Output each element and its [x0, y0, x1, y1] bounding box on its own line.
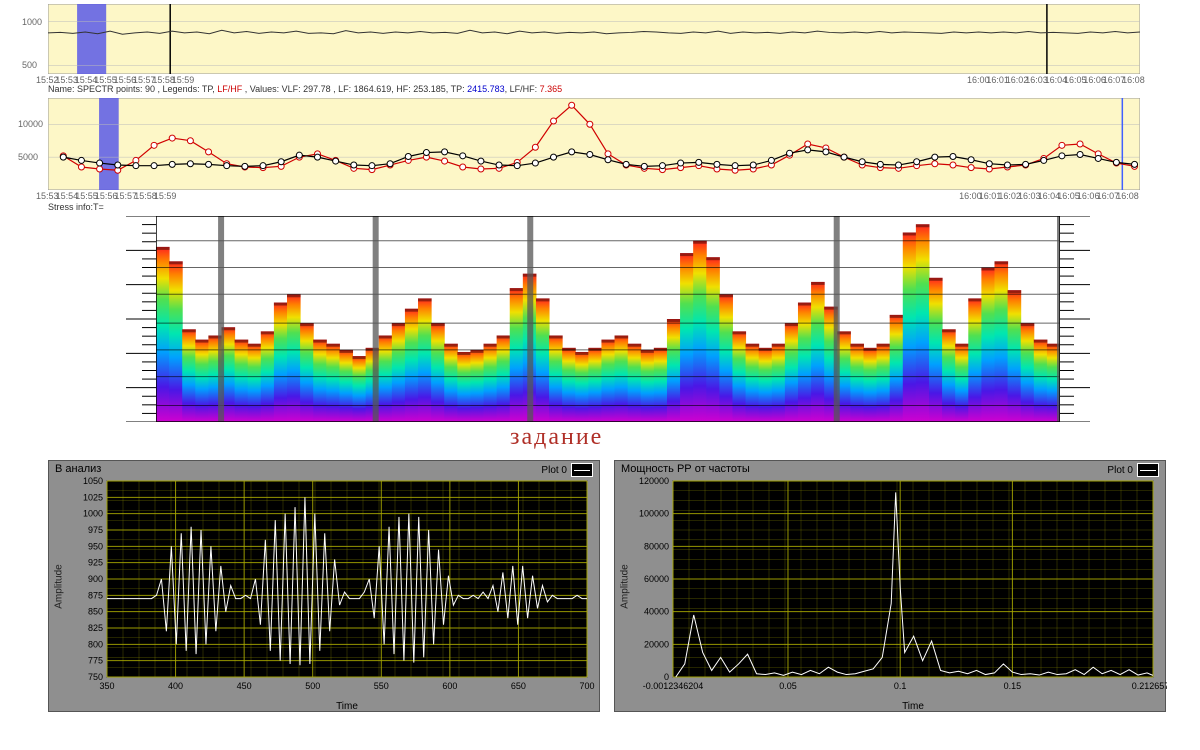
svg-text:-0.0012346204: -0.0012346204: [643, 681, 704, 691]
svg-text:600: 600: [442, 681, 457, 691]
analysis-ylabel: Amplitude: [54, 564, 65, 608]
svg-text:1025: 1025: [83, 492, 103, 502]
svg-text:800: 800: [88, 639, 103, 649]
svg-text:0.2126572: 0.2126572: [1132, 681, 1167, 691]
spectrogram-left-ticks: [110, 216, 156, 422]
svg-text:80000: 80000: [644, 541, 669, 551]
svg-text:550: 550: [374, 681, 389, 691]
svg-text:20000: 20000: [644, 639, 669, 649]
svg-text:700: 700: [579, 681, 594, 691]
spectrogram-right-ticks: [1060, 216, 1106, 422]
svg-text:900: 900: [88, 574, 103, 584]
svg-text:875: 875: [88, 590, 103, 600]
svg-text:40000: 40000: [644, 607, 669, 617]
svg-text:825: 825: [88, 623, 103, 633]
tp-lfhf-svg: [48, 98, 1140, 190]
svg-text:350: 350: [99, 681, 114, 691]
power-panel: Мощность РР от частоты Plot 0 0200004000…: [614, 460, 1166, 712]
svg-text:450: 450: [237, 681, 252, 691]
tp-lfhf-chart: [48, 98, 1140, 190]
analysis-panel: В анализ Plot 0 750775800825850875900925…: [48, 460, 600, 712]
svg-text:0.15: 0.15: [1004, 681, 1022, 691]
svg-text:0.1: 0.1: [894, 681, 907, 691]
svg-text:100000: 100000: [639, 509, 669, 519]
svg-text:775: 775: [88, 656, 103, 666]
svg-text:60000: 60000: [644, 574, 669, 584]
svg-text:925: 925: [88, 558, 103, 568]
svg-text:Time: Time: [336, 701, 358, 712]
svg-text:500: 500: [305, 681, 320, 691]
svg-text:975: 975: [88, 525, 103, 535]
spectrogram-svg: [156, 216, 1060, 422]
svg-text:850: 850: [88, 607, 103, 617]
task-label: задание: [510, 424, 603, 451]
stress-info-label: Stress info:T=: [48, 202, 104, 212]
analysis-plot-svg: 7507758008258508759009259509751000102510…: [49, 461, 601, 713]
svg-text:950: 950: [88, 541, 103, 551]
svg-text:1000: 1000: [83, 509, 103, 519]
svg-text:120000: 120000: [639, 476, 669, 486]
svg-text:1050: 1050: [83, 476, 103, 486]
svg-text:400: 400: [168, 681, 183, 691]
rr-interval-svg: [48, 4, 1140, 74]
power-plot-svg: 020000400006000080000100000120000-0.0012…: [615, 461, 1167, 713]
svg-text:0.05: 0.05: [779, 681, 797, 691]
svg-text:Time: Time: [902, 701, 924, 712]
spectr-info-line: Name: SPECTR points: 90 , Legends: TP, L…: [48, 84, 562, 94]
spectrogram-chart: [156, 216, 1060, 422]
rr-interval-chart: [48, 4, 1140, 74]
power-ylabel: Amplitude: [620, 564, 631, 608]
svg-text:650: 650: [511, 681, 526, 691]
